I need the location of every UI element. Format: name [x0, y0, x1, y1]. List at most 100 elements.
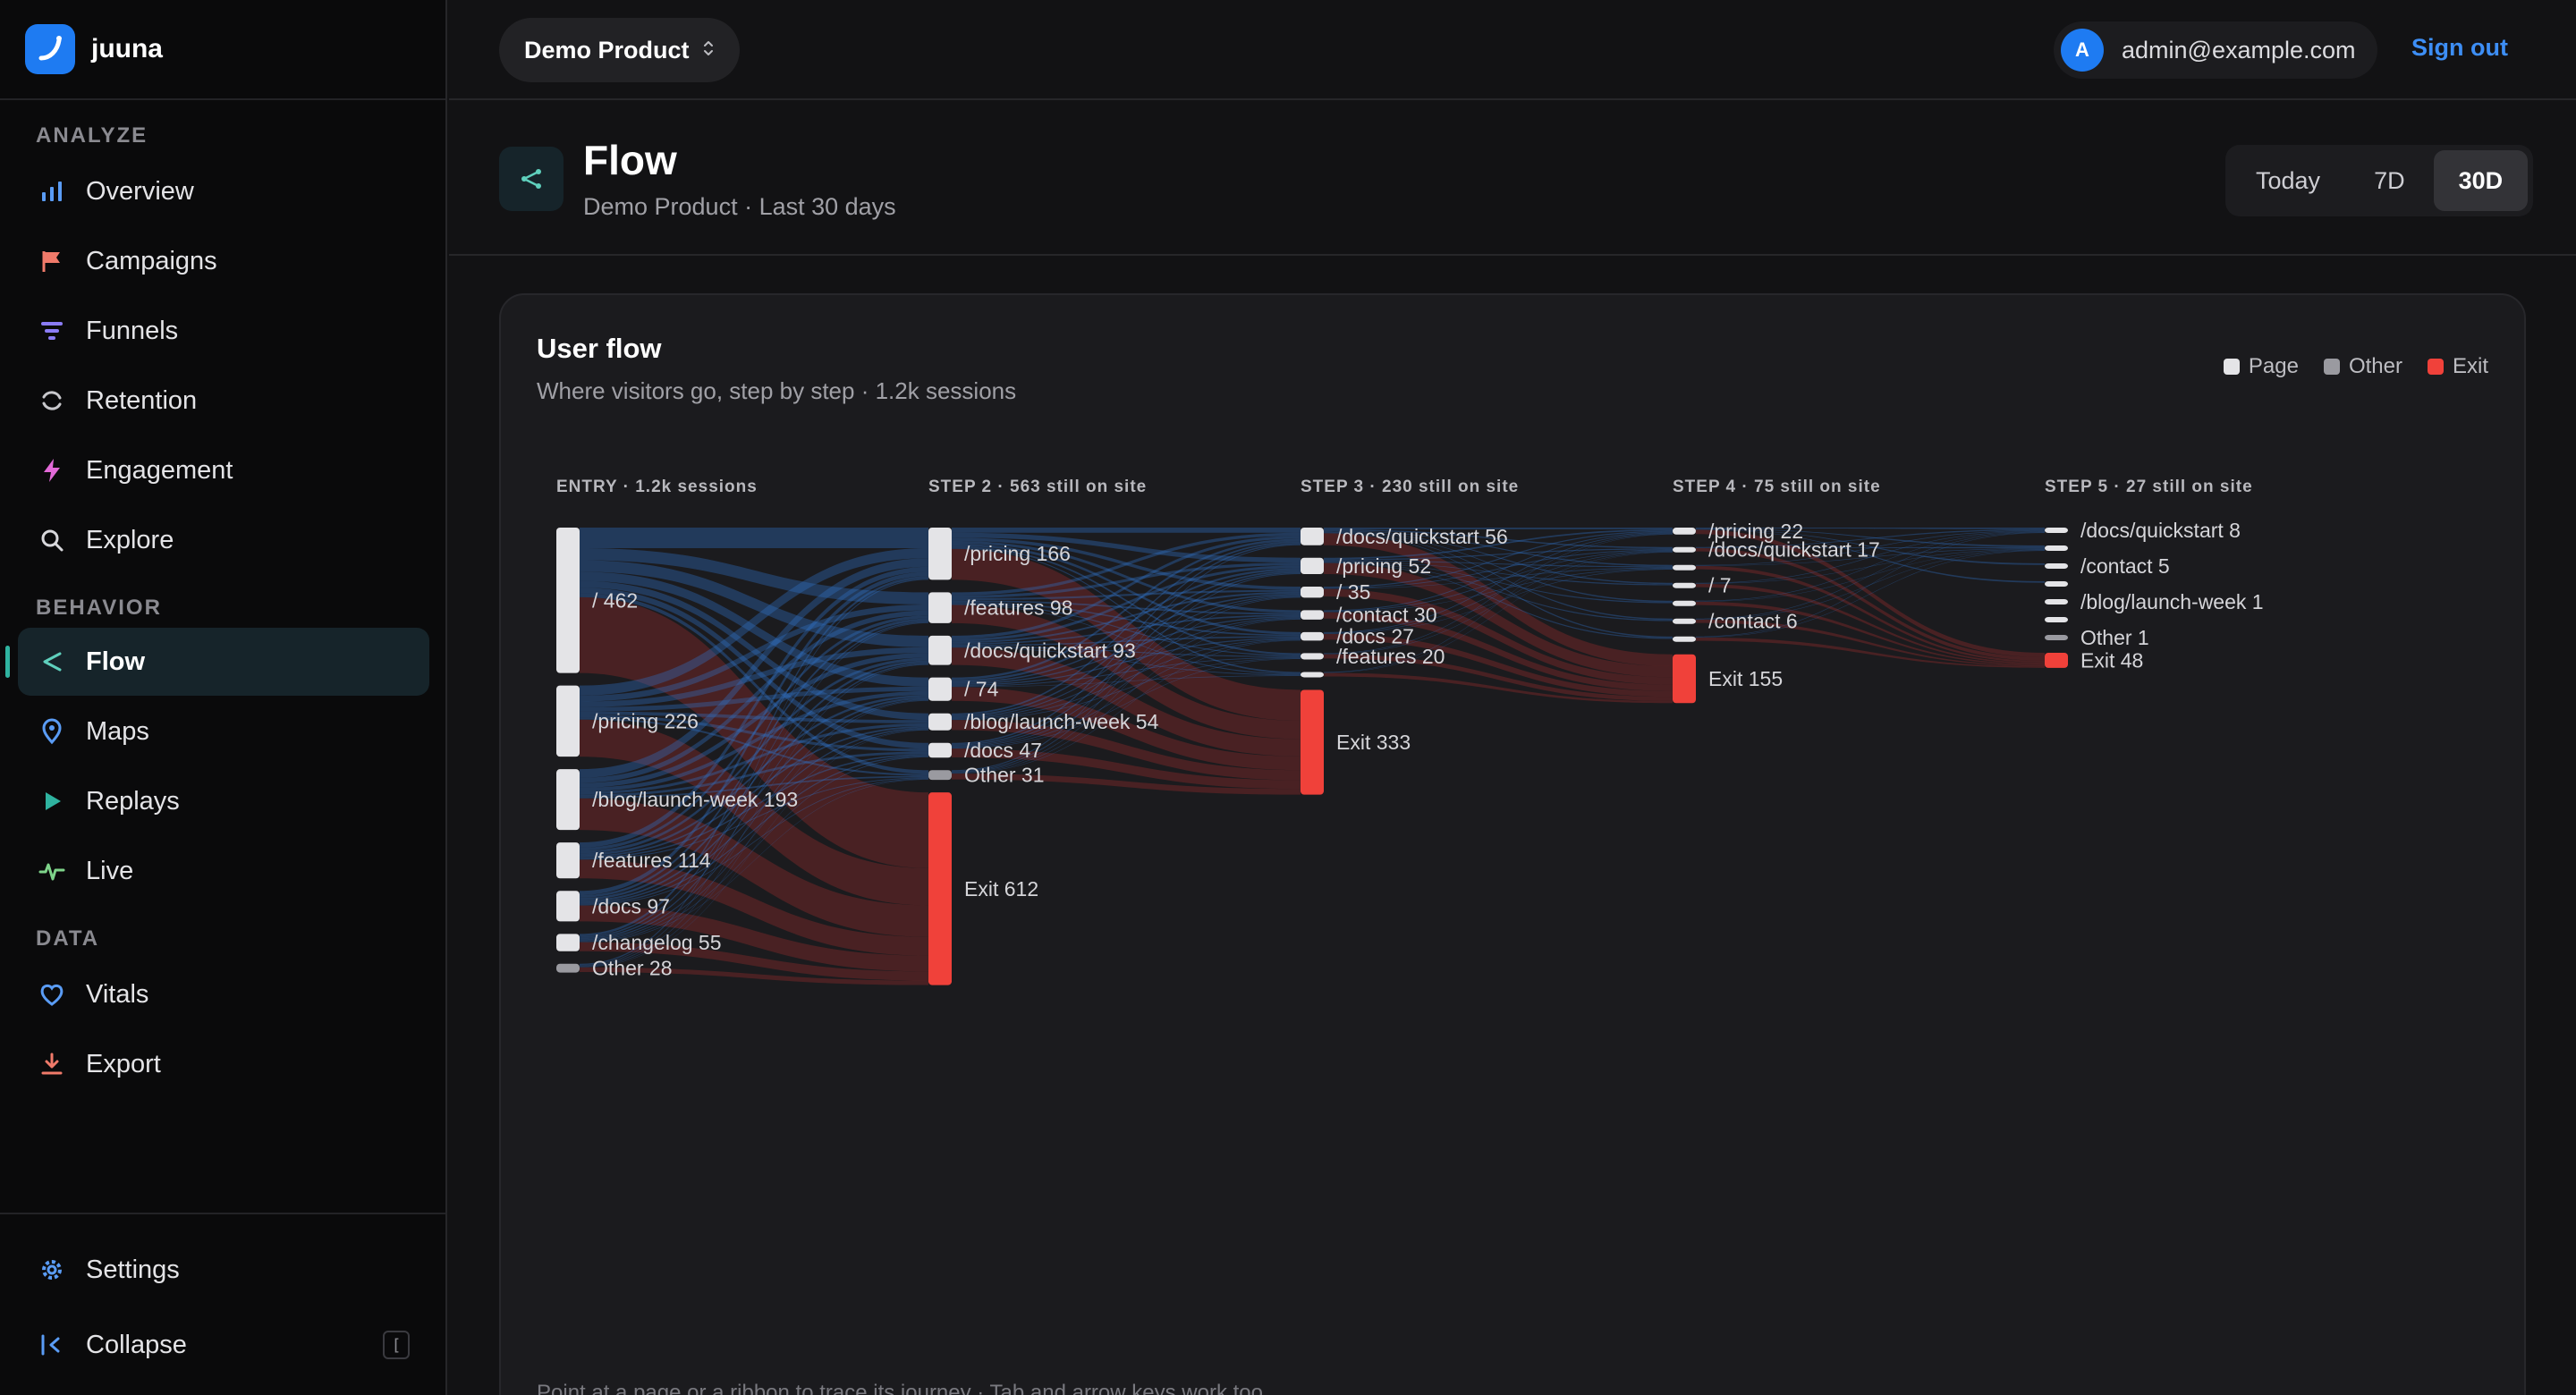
card-subtitle: Where visitors go, step by step · 1.2k s…	[537, 377, 1017, 404]
flow-ribbon	[1324, 530, 1673, 567]
settings-button[interactable]: Settings	[18, 1236, 429, 1304]
sidebar-item-replays[interactable]: Replays	[18, 767, 429, 835]
node-label: Other 1	[2080, 626, 2149, 649]
flow-ribbon	[580, 725, 928, 858]
flow-ribbon	[580, 686, 928, 712]
flow-ribbon	[580, 604, 928, 702]
flow-ribbon	[952, 647, 1301, 676]
brand[interactable]: juuna	[25, 23, 163, 75]
node-label: Exit 612	[964, 877, 1038, 900]
play-icon	[38, 787, 66, 816]
node-label: /contact 30	[1336, 604, 1437, 627]
flow-ribbon	[952, 774, 1301, 795]
bar-chart-icon	[38, 177, 66, 206]
sidebar-divider	[0, 98, 445, 100]
pin-icon	[38, 717, 66, 746]
sidebar-item-engagement[interactable]: Engagement	[18, 436, 429, 504]
sidebar-item-overview[interactable]: Overview	[18, 157, 429, 225]
sidebar-item-label: Explore	[86, 525, 174, 554]
step-header: STEP 3 · 230 still on site	[1301, 478, 1519, 496]
flow-ribbon	[1324, 530, 1673, 588]
sidebar-item-funnels[interactable]: Funnels	[18, 297, 429, 365]
flow-ribbon	[952, 562, 1301, 599]
flow-ribbon	[580, 905, 928, 972]
flow-ribbon	[1696, 548, 2045, 566]
flow-ribbon	[952, 589, 1301, 601]
flow-ribbon	[580, 610, 928, 783]
flow-ribbon	[952, 537, 1301, 590]
flow-ribbon	[580, 657, 928, 854]
flow-ribbon	[1696, 528, 2045, 565]
flow-ribbon	[580, 754, 928, 859]
sidebar-item-maps[interactable]: Maps	[18, 698, 429, 765]
flow-ribbon	[1696, 528, 2045, 583]
node-label: /docs 47	[964, 739, 1042, 762]
flow-ribbon	[580, 751, 928, 797]
page-node	[928, 770, 952, 781]
flow-ribbon	[952, 638, 1301, 720]
user-menu[interactable]: A admin@example.com	[2054, 21, 2377, 79]
flow-ribbon	[952, 616, 1301, 685]
sidebar-item-retention[interactable]: Retention	[18, 367, 429, 435]
legend-label: Other	[2348, 354, 2402, 378]
flow-ribbon	[1324, 612, 1673, 691]
flow-ribbon	[580, 660, 928, 900]
page-node	[2045, 599, 2068, 604]
node-label: /contact 6	[1708, 610, 1798, 633]
collapse-button[interactable]: Collapse [	[18, 1311, 429, 1379]
legend-exit: Exit	[2427, 354, 2488, 379]
flow-ribbon	[1324, 548, 1673, 561]
flow-ribbon	[1696, 637, 2045, 668]
flow-ribbon	[1696, 530, 2045, 584]
product-name: Demo Product	[524, 36, 690, 63]
step-header: STEP 5 · 27 still on site	[2045, 478, 2253, 496]
page-node	[928, 677, 952, 701]
flow-ribbon	[1324, 569, 1673, 634]
flow-ribbons	[580, 528, 2045, 985]
page-node	[556, 842, 580, 879]
node-label: /features 114	[592, 849, 711, 872]
product-switcher[interactable]: Demo Product	[499, 18, 740, 82]
flow-ribbon	[580, 690, 928, 792]
sidebar-item-campaigns[interactable]: Campaigns	[18, 227, 429, 295]
sidebar-item-vitals[interactable]: Vitals	[18, 960, 429, 1028]
page-node	[1673, 582, 1696, 588]
flow-ribbon	[1324, 551, 1673, 634]
settings-label: Settings	[86, 1255, 180, 1284]
sidebar-item-export[interactable]: Export	[18, 1030, 429, 1098]
node-label: /blog/launch-week 54	[964, 710, 1159, 733]
sidebar-item-flow[interactable]: Flow	[5, 628, 429, 696]
flow-ribbon	[1696, 547, 2045, 661]
flow-ribbon	[1324, 551, 1673, 655]
flow-ribbon	[1324, 531, 1673, 612]
flow-ribbon	[1696, 528, 2045, 547]
flow-ribbon	[1696, 530, 2045, 566]
page-node	[556, 963, 580, 973]
page-node	[2045, 528, 2068, 533]
flow-ribbon	[1324, 562, 1673, 678]
flow-ribbon	[952, 593, 1301, 684]
search-icon	[38, 526, 66, 554]
sidebar-item-explore[interactable]: Explore	[18, 506, 429, 574]
topbar: Demo Product A admin@example.com Sign ou…	[449, 0, 2576, 100]
page-node	[1673, 636, 1696, 642]
flow-ribbon	[580, 859, 928, 956]
range-30d-button[interactable]: 30D	[2433, 150, 2529, 211]
flow-ribbon	[952, 595, 1301, 718]
heart-icon	[38, 980, 66, 1009]
user-email: admin@example.com	[2122, 36, 2356, 63]
flow-ribbon	[1324, 562, 1673, 621]
page-subtitle: Demo Product · Last 30 days	[583, 193, 896, 220]
flow-ribbon	[1324, 549, 1673, 589]
range-today-button[interactable]: Today	[2256, 166, 2321, 194]
page-node	[2045, 635, 2068, 640]
node-label: / 35	[1336, 580, 1370, 604]
flow-ribbon	[580, 719, 928, 906]
sidebar-item-label: Export	[86, 1049, 161, 1078]
sign-out-link[interactable]: Sign out	[2411, 34, 2508, 61]
flow-ribbon	[580, 723, 928, 795]
sidebar-item-live[interactable]: Live	[18, 837, 429, 905]
page-title: Flow	[583, 137, 677, 183]
range-7d-button[interactable]: 7D	[2374, 166, 2405, 194]
flow-ribbon	[952, 617, 1301, 719]
